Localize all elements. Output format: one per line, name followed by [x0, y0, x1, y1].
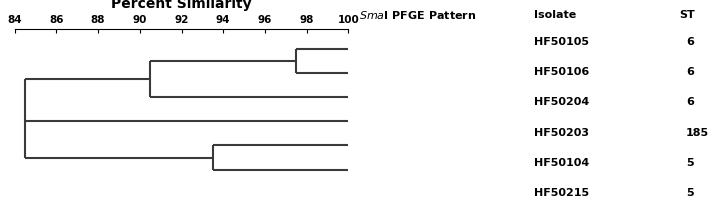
- Text: Isolate: Isolate: [534, 10, 576, 20]
- Text: HF50204: HF50204: [534, 97, 589, 108]
- Text: HF50215: HF50215: [534, 188, 589, 198]
- Text: HF50203: HF50203: [534, 128, 589, 138]
- Text: 5: 5: [686, 158, 694, 168]
- Text: 6: 6: [686, 67, 694, 77]
- Text: 5: 5: [686, 188, 694, 198]
- Text: 6: 6: [686, 97, 694, 108]
- Text: HF50105: HF50105: [534, 37, 589, 47]
- Text: 6: 6: [686, 37, 694, 47]
- Text: $\mathit{Sma}$I PFGE Pattern: $\mathit{Sma}$I PFGE Pattern: [359, 9, 477, 21]
- Text: HF50106: HF50106: [534, 67, 589, 77]
- Text: HF50104: HF50104: [534, 158, 589, 168]
- Text: 185: 185: [686, 128, 709, 138]
- Text: ST: ST: [679, 10, 695, 20]
- Title: Percent Similarity: Percent Similarity: [111, 0, 252, 10]
